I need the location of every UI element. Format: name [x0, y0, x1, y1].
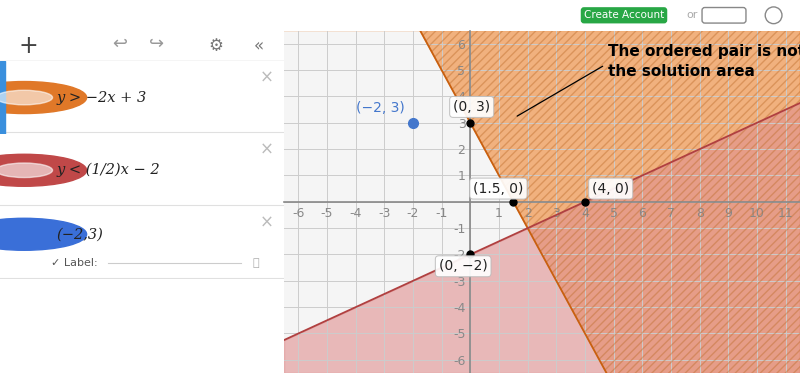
Circle shape — [0, 90, 53, 105]
Text: Create Account: Create Account — [584, 10, 664, 20]
Circle shape — [0, 154, 86, 186]
Text: +: + — [18, 34, 38, 58]
Text: Untitled Graph: Untitled Graph — [44, 8, 146, 22]
Text: ↪: ↪ — [149, 35, 164, 53]
Bar — [0, 61, 5, 134]
Circle shape — [0, 163, 53, 178]
Text: (−2, 3): (−2, 3) — [356, 101, 405, 115]
Text: ≡: ≡ — [14, 6, 30, 24]
Text: ×: × — [260, 68, 274, 86]
Text: ×: × — [260, 214, 274, 232]
Text: (4, 0): (4, 0) — [592, 182, 630, 195]
Text: (0, −2): (0, −2) — [438, 259, 487, 273]
Text: ✓ Label:: ✓ Label: — [51, 258, 98, 269]
Text: ⬆: ⬆ — [749, 9, 760, 22]
Text: ↩: ↩ — [112, 35, 127, 53]
Text: (0, 3): (0, 3) — [453, 100, 490, 114]
Text: (−2,3): (−2,3) — [57, 227, 104, 241]
Text: ?: ? — [770, 9, 777, 22]
Text: Sign In: Sign In — [705, 10, 743, 20]
Text: y < (1/2)x − 2: y < (1/2)x − 2 — [57, 163, 161, 178]
Text: 🔧: 🔧 — [252, 258, 259, 269]
Text: ×: × — [260, 141, 274, 159]
Text: «: « — [254, 37, 263, 55]
Text: y > −2x + 3: y > −2x + 3 — [57, 91, 147, 104]
Circle shape — [0, 82, 86, 113]
Circle shape — [0, 218, 86, 250]
Text: desmos: desmos — [360, 6, 440, 25]
Text: or: or — [686, 10, 698, 20]
Text: The ordered pair is not on
the solution area: The ordered pair is not on the solution … — [608, 44, 800, 79]
Text: ⚙: ⚙ — [209, 37, 223, 55]
Text: (1.5, 0): (1.5, 0) — [474, 182, 523, 195]
